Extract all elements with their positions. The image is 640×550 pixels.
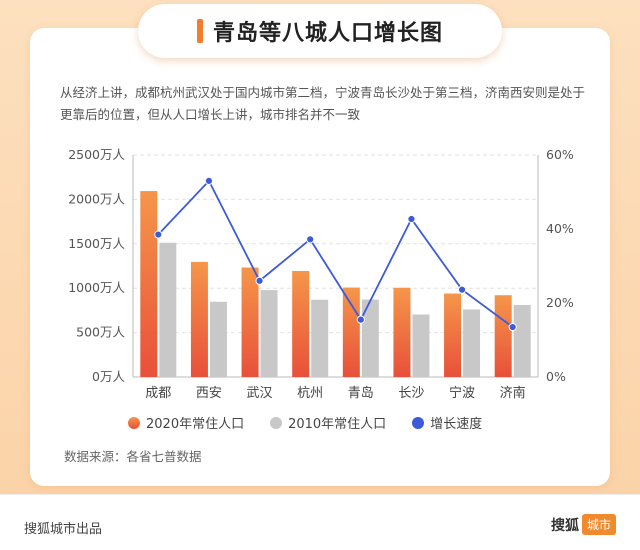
bar-2010-济南 <box>513 304 531 377</box>
legend-label-2010: 2010年常住人口 <box>288 417 387 432</box>
bar-2010-西安 <box>209 301 227 377</box>
bar-2020-杭州 <box>292 270 310 377</box>
x-axis-category-label: 杭州 <box>297 386 323 401</box>
right-axis-tick-label: 0% <box>546 369 566 384</box>
x-axis-category-label: 武汉 <box>247 386 273 401</box>
bar-2020-宁波 <box>444 293 462 377</box>
growth-point-长沙 <box>407 214 416 224</box>
chart-description: 从经济上讲，成都杭州武汉处于国内城市第二档，宁波青岛长沙处于第三档，济南西安则是… <box>60 85 586 122</box>
brand-logo: 搜狐 城市 <box>551 514 616 535</box>
footer-divider <box>0 494 640 495</box>
x-axis-category-label: 宁波 <box>449 385 475 401</box>
legend-item-growth: 增长速度 <box>412 413 482 432</box>
growth-point-青岛 <box>356 315 365 324</box>
x-axis-category-label: 成都 <box>145 386 171 401</box>
chart-card <box>30 28 610 486</box>
legend-dot-2020 <box>128 416 140 429</box>
x-axis-category-label: 西安 <box>196 386 222 401</box>
left-axis-tick-label: 1000万人 <box>68 280 125 295</box>
bar-2020-长沙 <box>393 287 411 377</box>
footer-credit: 搜狐城市出品 <box>24 522 103 537</box>
growth-point-武汉 <box>255 276 264 285</box>
right-axis-tick-label: 60% <box>546 147 574 162</box>
left-axis-tick-label: 2500万人 <box>68 147 125 162</box>
legend-item-2010: 2010年常住人口 <box>270 413 386 432</box>
left-axis-tick-label: 1500万人 <box>68 236 125 251</box>
growth-point-济南 <box>508 322 517 332</box>
data-source: 数据来源：各省七普数据 <box>64 449 202 464</box>
bar-2010-武汉 <box>260 290 278 377</box>
growth-point-西安 <box>204 176 214 185</box>
legend-label-growth: 增长速度 <box>430 417 483 432</box>
left-axis-tick-label: 500万人 <box>76 325 125 340</box>
bar-2010-青岛 <box>361 299 379 377</box>
right-axis-tick-label: 20% <box>546 295 574 310</box>
brand-tag: 城市 <box>581 514 616 535</box>
bar-2010-长沙 <box>412 314 430 377</box>
legend-item-2020: 2020年常住人口 <box>128 413 244 432</box>
legend-label-2020: 2020年常住人口 <box>146 417 245 432</box>
chart-title: 青岛等八城人口增长图 <box>212 21 443 46</box>
x-axis-category-label: 青岛 <box>348 385 374 401</box>
growth-point-宁波 <box>457 285 467 294</box>
title-pill: 青岛等八城人口增长图 <box>138 4 502 58</box>
bar-2020-西安 <box>190 261 208 377</box>
bar-2010-宁波 <box>463 309 481 377</box>
bar-2010-杭州 <box>311 299 329 377</box>
bar-2020-青岛 <box>342 287 360 377</box>
right-axis-tick-label: 40% <box>546 221 574 236</box>
title-accent-bar <box>196 19 203 43</box>
left-axis-tick-label: 0万人 <box>92 369 125 384</box>
growth-point-成都 <box>154 230 163 239</box>
bar-2010-成都 <box>159 242 177 377</box>
bar-2020-济南 <box>494 295 512 377</box>
x-axis-category-label: 长沙 <box>398 386 424 401</box>
x-axis-category-label: 济南 <box>500 385 526 401</box>
brand-name: 搜狐 <box>550 517 579 534</box>
growth-line <box>157 179 514 328</box>
chart-svg: 0万人 500万人 1000万人 1500万人 2000万人 2500万人 0% 20% 40%… <box>68 147 574 401</box>
growth-point-杭州 <box>306 235 315 244</box>
left-axis-tick-label: 2000万人 <box>68 191 125 206</box>
legend-dot-growth <box>412 416 425 429</box>
bar-2020-武汉 <box>241 267 259 377</box>
chart-legend: 2020年常住人口 2010年常住人口 增长速度 <box>128 413 508 432</box>
bar-2020-成都 <box>140 191 158 377</box>
legend-dot-2010 <box>270 416 283 429</box>
